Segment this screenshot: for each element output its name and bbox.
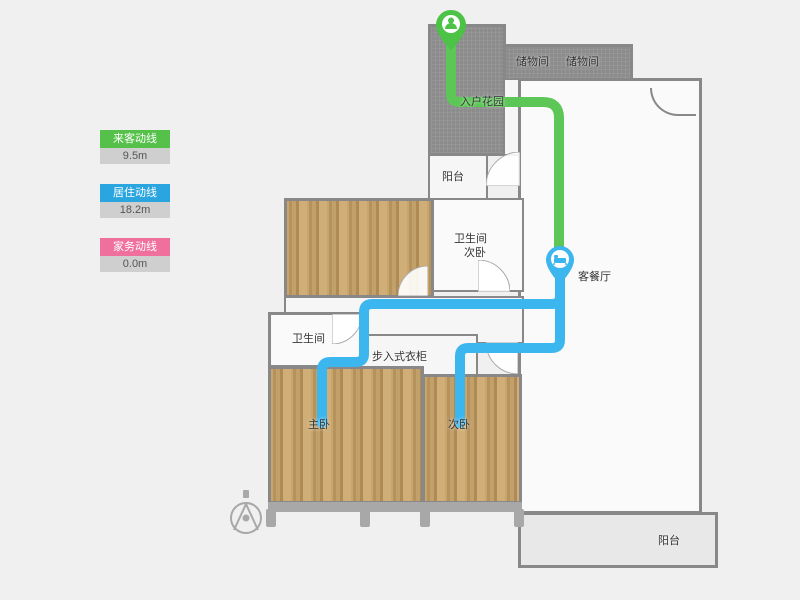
label-bedroom-upper: 次卧 (464, 244, 486, 260)
room-balcony-large (518, 512, 718, 568)
legend-visitor: 来客动线 9.5m (100, 130, 170, 164)
pillar-3 (420, 509, 430, 527)
door-arc-4 (332, 314, 362, 344)
legend-visitor-label: 来客动线 (100, 130, 170, 148)
room-living-dining (518, 78, 702, 514)
label-bedroom-lower: 次卧 (448, 416, 470, 432)
start-marker-icon (436, 10, 466, 55)
room-master (268, 366, 424, 504)
legend-visitor-value: 9.5m (100, 148, 170, 164)
label-balcony-small: 阳台 (442, 168, 464, 184)
label-storage2: 储物间 (566, 53, 599, 69)
door-arc-3 (398, 266, 428, 296)
label-bath-left: 卫生间 (292, 330, 325, 346)
door-arc-5 (486, 342, 518, 374)
door-arc-1 (486, 152, 520, 186)
end-marker-icon (546, 246, 574, 289)
legend-chores-label: 家务动线 (100, 238, 170, 256)
label-master: 主卧 (308, 416, 330, 432)
floorplan: 储物间 储物间 入户花园 阳台 客餐厅 卫生间 次卧 卫生间 步入式衣柜 主卧 … (238, 24, 724, 578)
legend-resident: 居住动线 18.2m (100, 184, 170, 218)
pillar-1 (266, 509, 276, 527)
room-bedroom-lower (422, 374, 522, 504)
label-storage1: 储物间 (516, 53, 549, 69)
legend-resident-label: 居住动线 (100, 184, 170, 202)
pillar-2 (360, 509, 370, 527)
door-arc-2 (478, 260, 510, 292)
wall-strip-lower (268, 502, 522, 512)
label-balcony-large: 阳台 (658, 532, 680, 548)
label-living-dining: 客餐厅 (578, 268, 611, 284)
legend-chores: 家务动线 0.0m (100, 238, 170, 272)
label-walk-in: 步入式衣柜 (372, 348, 427, 364)
legend-chores-value: 0.0m (100, 256, 170, 272)
legend-resident-value: 18.2m (100, 202, 170, 218)
legend: 来客动线 9.5m 居住动线 18.2m 家务动线 0.0m (100, 130, 170, 292)
pillar-4 (514, 509, 524, 527)
label-entry-garden: 入户花园 (460, 93, 504, 109)
